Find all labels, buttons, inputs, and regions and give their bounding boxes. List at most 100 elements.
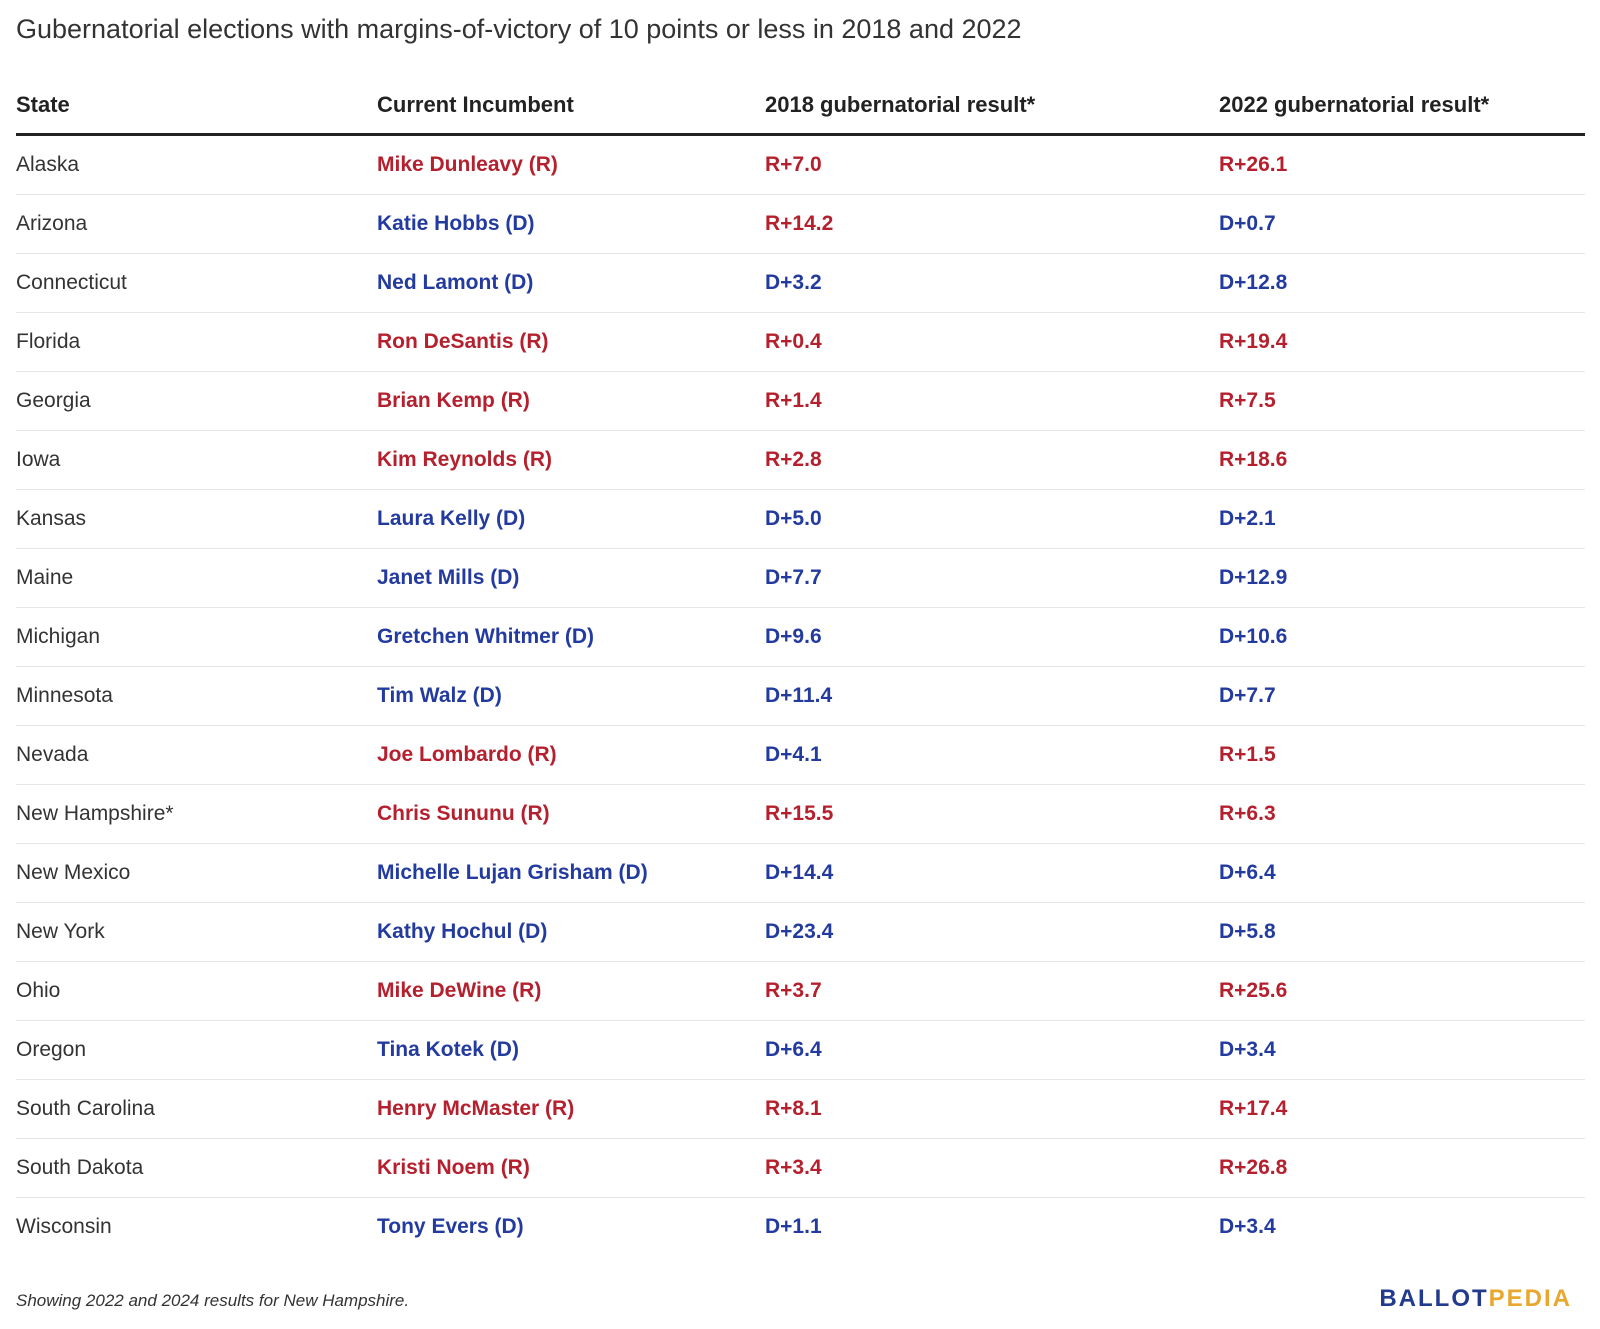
cell-2018-result: R+14.2 [765,194,1219,254]
cell-state: Florida [16,312,377,372]
table-row: Wisconsin Tony Evers (D) D+1.1 D+3.4 [16,1198,1585,1257]
cell-state: Nevada [16,725,377,785]
cell-2018-result: D+7.7 [765,548,1219,608]
table-row: Connecticut Ned Lamont (D) D+3.2 D+12.8 [16,253,1585,313]
cell-incumbent: Gretchen Whitmer (D) [377,607,765,667]
cell-2018-result: D+5.0 [765,489,1219,549]
cell-incumbent: Ned Lamont (D) [377,253,765,313]
cell-state: Michigan [16,607,377,667]
cell-2018-result: R+1.4 [765,371,1219,431]
table-header-row: State Current Incumbent 2018 gubernatori… [16,76,1585,136]
cell-incumbent: Joe Lombardo (R) [377,725,765,785]
cell-state: Ohio [16,961,377,1021]
cell-2022-result: R+25.6 [1219,961,1585,1021]
cell-2018-result: D+9.6 [765,607,1219,667]
cell-2018-result: R+2.8 [765,430,1219,490]
table-row: Arizona Katie Hobbs (D) R+14.2 D+0.7 [16,194,1585,254]
column-header-2018-result: 2018 gubernatorial result* [765,76,1219,136]
cell-state: Wisconsin [16,1215,112,1238]
ballotpedia-logo: BALLOTPEDIA [1379,1285,1572,1313]
table-row: Ohio Mike DeWine (R) R+3.7 R+25.6 [16,961,1585,1021]
chart-title: Gubernatorial elections with margins-of-… [16,14,1022,44]
cell-incumbent: Tim Walz (D) [377,666,765,726]
cell-2022-result: D+12.8 [1219,253,1585,313]
cell-2018-result: R+3.4 [765,1138,1219,1198]
table-row: Florida Ron DeSantis (R) R+0.4 R+19.4 [16,312,1585,372]
cell-2022-result: D+5.8 [1219,902,1585,962]
cell-state: New Hampshire* [16,784,377,844]
cell-2018-result: D+3.2 [765,253,1219,313]
cell-state: Iowa [16,430,377,490]
cell-incumbent: Kim Reynolds (R) [377,430,765,490]
table-row: Minnesota Tim Walz (D) D+11.4 D+7.7 [16,666,1585,726]
cell-incumbent: Mike DeWine (R) [377,961,765,1021]
cell-incumbent: Tony Evers (D) [377,1215,524,1238]
cell-state: Oregon [16,1020,377,1080]
cell-2018-result: D+4.1 [765,725,1219,785]
cell-incumbent: Chris Sununu (R) [377,784,765,844]
cell-2018-result: D+11.4 [765,666,1219,726]
chart-page: Gubernatorial elections with margins-of-… [16,0,1585,1329]
cell-2022-result: R+17.4 [1219,1079,1585,1139]
cell-2018-result: R+7.0 [765,134,1219,195]
table-row: Georgia Brian Kemp (R) R+1.4 R+7.5 [16,371,1585,431]
table-row: Oregon Tina Kotek (D) D+6.4 D+3.4 [16,1020,1585,1080]
column-header-state: State [16,76,377,136]
cell-2018-result: R+3.7 [765,961,1219,1021]
table-row: Michigan Gretchen Whitmer (D) D+9.6 D+10.6 [16,607,1585,667]
cell-state: Arizona [16,194,377,254]
cell-2022-result: D+2.1 [1219,489,1585,549]
cell-incumbent: Brian Kemp (R) [377,371,765,431]
table-row: South Carolina Henry McMaster (R) R+8.1 R+1… [16,1079,1585,1139]
cell-2022-result: D+10.6 [1219,607,1585,667]
table-row: Maine Janet Mills (D) D+7.7 D+12.9 [16,548,1585,608]
cell-state: Georgia [16,371,377,431]
cell-2022-result: D+3.4 [1219,1215,1276,1238]
results-table: State Current Incumbent 2018 gubernatori… [16,76,1585,1256]
cell-2022-result: R+1.5 [1219,725,1585,785]
cell-incumbent: Kathy Hochul (D) [377,902,765,962]
cell-state: South Carolina [16,1079,377,1139]
cell-2022-result: D+0.7 [1219,194,1585,254]
logo-part-ballot: BALLOT [1379,1285,1489,1312]
cell-2018-result: R+0.4 [765,312,1219,372]
table-row: Kansas Laura Kelly (D) D+5.0 D+2.1 [16,489,1585,549]
table-row: South Dakota Kristi Noem (R) R+3.4 R+26.8 [16,1138,1585,1198]
cell-2022-result: D+6.4 [1219,843,1585,903]
cell-2018-result: D+1.1 [765,1215,822,1238]
logo-part-pedia: PEDIA [1488,1285,1572,1312]
cell-2022-result: R+6.3 [1219,784,1585,844]
cell-2022-result: D+3.4 [1219,1020,1585,1080]
cell-incumbent: Michelle Lujan Grisham (D) [377,843,765,903]
table-row: Alaska Mike Dunleavy (R) R+7.0 R+26.1 [16,134,1585,195]
cell-2022-result: R+26.1 [1219,134,1585,195]
cell-incumbent: Janet Mills (D) [377,548,765,608]
table-row: New Hampshire* Chris Sununu (R) R+15.5 R+6.… [16,784,1585,844]
cell-2022-result: R+19.4 [1219,312,1585,372]
table-row: New York Kathy Hochul (D) D+23.4 D+5.8 [16,902,1585,962]
cell-state: New York [16,902,377,962]
cell-state: Connecticut [16,253,377,313]
cell-2018-result: R+8.1 [765,1079,1219,1139]
cell-state: Kansas [16,489,377,549]
cell-2022-result: R+7.5 [1219,371,1585,431]
table-row: New Mexico Michelle Lujan Grisham (D) D+14… [16,843,1585,903]
column-header-2022-result: 2022 gubernatorial result* [1219,76,1585,136]
table-body: Alaska Mike Dunleavy (R) R+7.0 R+26.1 Arizon… [16,134,1585,1257]
cell-state: New Mexico [16,843,377,903]
cell-2022-result: R+26.8 [1219,1138,1585,1198]
footnote: Showing 2022 and 2024 results for New Ha… [16,1291,410,1310]
cell-2022-result: R+18.6 [1219,430,1585,490]
cell-2022-result: D+12.9 [1219,548,1585,608]
cell-state: Minnesota [16,666,377,726]
column-header-incumbent: Current Incumbent [377,76,765,136]
cell-incumbent: Tina Kotek (D) [377,1020,765,1080]
cell-incumbent: Laura Kelly (D) [377,489,765,549]
cell-incumbent: Ron DeSantis (R) [377,312,765,372]
table-row: Iowa Kim Reynolds (R) R+2.8 R+18.6 [16,430,1585,490]
cell-2018-result: D+14.4 [765,843,1219,903]
cell-2018-result: D+23.4 [765,902,1219,962]
cell-incumbent: Mike Dunleavy (R) [377,134,765,195]
cell-incumbent: Kristi Noem (R) [377,1138,765,1198]
cell-state: South Dakota [16,1138,377,1198]
